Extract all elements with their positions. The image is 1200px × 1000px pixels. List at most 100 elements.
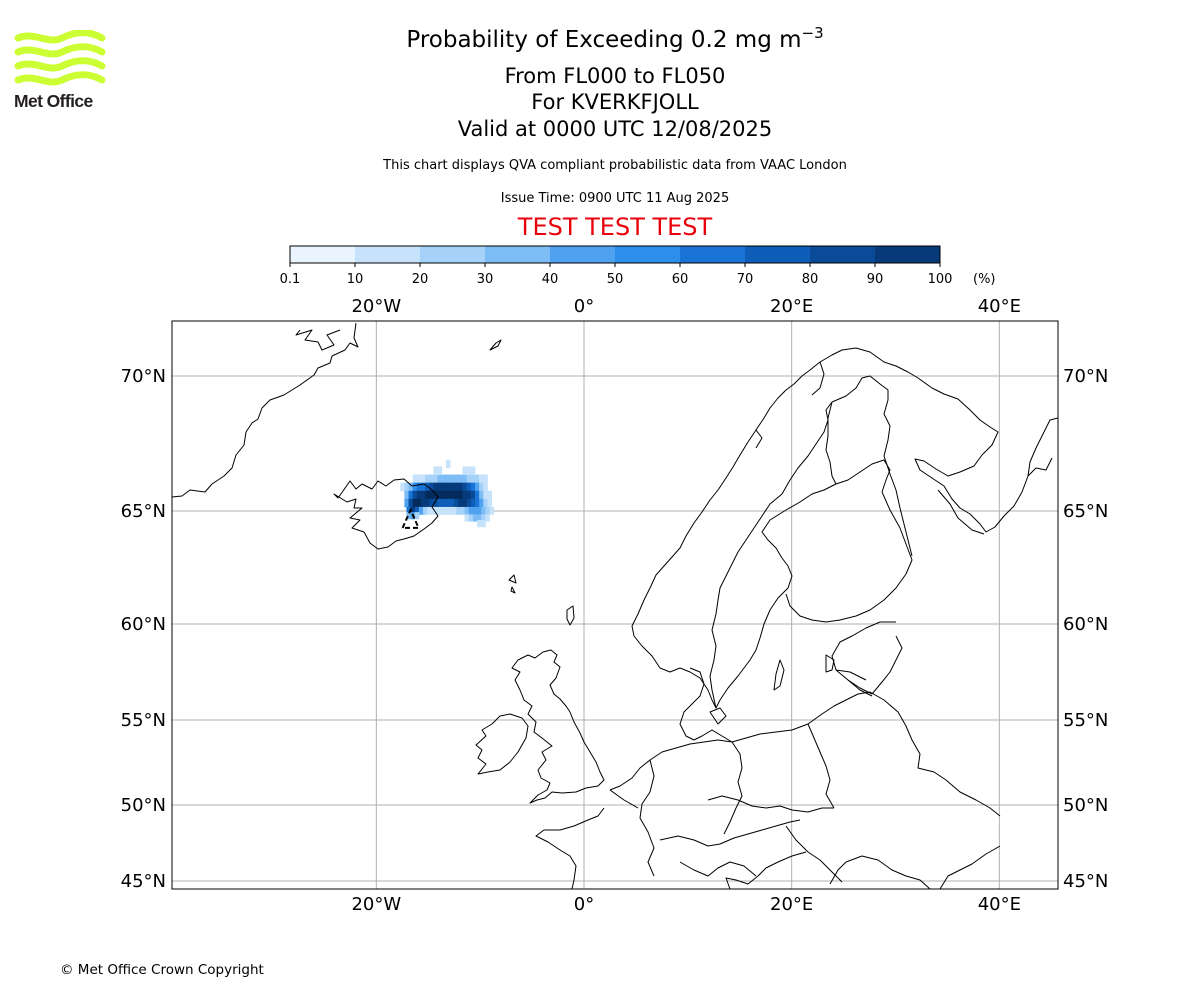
ash-cell [412,474,418,484]
ash-cell [470,498,476,508]
ash-cell [425,474,430,484]
ash-cell [462,498,468,508]
ash-cell [408,498,414,508]
ash-cell [429,482,434,492]
ash-cell [408,482,414,492]
axis-labels: 20°W 20°W 0° 0° 20°E 20°E 40°E 40°E 70°N 70°N 65°N… [121,296,1109,915]
ash-cell [420,498,426,508]
ash-cell [477,514,482,522]
ash-cell [464,506,470,515]
ash-cell [427,506,432,515]
volcano-name: For KVERKFJOLL [531,90,699,114]
ash-cell [412,482,418,492]
ash-cell [458,474,463,484]
ash-cell [423,506,428,515]
colorbar-tick-label: 80 [802,272,819,287]
ash-cell [416,498,422,508]
map-frame [171,320,1059,890]
logo-wordmark: Met Office [14,91,93,111]
colorbar-bin-3 [485,246,551,263]
title-exponent: −3 [801,24,824,42]
ash-cell [477,506,482,515]
ash-cell [443,506,449,515]
ash-cell [439,506,445,515]
faroe-coast [508,574,517,594]
copyright-notice: © Met Office Crown Copyright [60,962,264,978]
ash-cell [404,490,409,500]
ash-cell [466,482,472,492]
colorbar-bin-6 [680,246,746,263]
ash-cell [429,474,434,484]
lat-label-right: 70°N [1063,366,1108,387]
colorbar-tick-label: 60 [672,272,689,287]
ash-cell [433,466,438,475]
border-finland-russia [883,399,913,557]
ash-cell [445,474,451,484]
adriatic-coast [725,851,847,889]
flight-level-range: From FL000 to FL050 [504,64,726,88]
lon-label-bottom: 20°W [351,894,401,915]
border-central-europe [609,759,931,889]
colorbar-bin-0 [290,246,356,263]
lon-label-bottom: 40°E [978,894,1021,915]
lat-label-left: 70°N [121,366,166,387]
ash-cell [437,474,443,484]
ash-cell [437,498,443,508]
great-britain-coast [511,649,605,804]
ash-cell [468,506,474,515]
met-office-logo: Met Office [14,29,106,112]
colorbar-bin-8 [810,246,876,263]
border-finland-norway [831,375,889,403]
border-germany-poland [731,723,835,809]
ash-cell [425,498,430,508]
border-sweden-finland [825,401,837,485]
colorbar-bin-1 [355,246,421,263]
ash-cell [462,466,468,475]
ash-cell [404,498,409,508]
ash-cell [441,490,447,500]
colorbar-tick-label: 90 [867,272,884,287]
ash-cell [433,474,438,484]
ash-cell [464,514,470,522]
ash-cell [479,490,484,500]
denmark-coast [679,667,733,743]
lat-label-right: 60°N [1063,614,1108,635]
border-baltics [835,635,903,697]
ash-cell [454,482,459,492]
ash-cell [441,474,447,484]
volcano-triangle-icon [401,507,421,529]
colorbar-tick-label: 10 [347,272,364,287]
ash-cell [414,512,420,520]
ash-cell [412,490,418,500]
ash-cell [445,490,451,500]
ash-cell [445,482,451,492]
ash-cell [406,506,411,515]
ash-cell [479,474,484,484]
ash-cell [431,506,436,515]
volcano-marker [401,507,421,529]
ash-cell [466,490,472,500]
ash-cell [447,506,453,515]
ash-cell [425,490,430,500]
black-sea-coast [939,845,1001,889]
greenland-coast [172,322,359,498]
ash-cell [437,482,443,492]
ash-cell [420,482,426,492]
ash-cell [485,506,490,515]
logo-wave-1 [14,29,106,44]
ash-cell [460,506,465,515]
ash-cell [441,482,447,492]
met-office-wave-icon [14,29,106,86]
colorbar-tick-label: 0.1 [280,272,301,287]
scandinavia-coast [631,347,1058,627]
colorbar-bin-5 [615,246,681,263]
lat-label-right: 65°N [1063,501,1108,522]
finland-baltic-coast [773,491,913,695]
ash-cell [483,474,488,484]
ash-cell [437,466,443,475]
lat-label-right: 50°N [1063,795,1108,816]
colorbar-tick-label: 70 [737,272,754,287]
ash-cell [435,506,441,515]
lat-label-right: 45°N [1063,871,1108,892]
